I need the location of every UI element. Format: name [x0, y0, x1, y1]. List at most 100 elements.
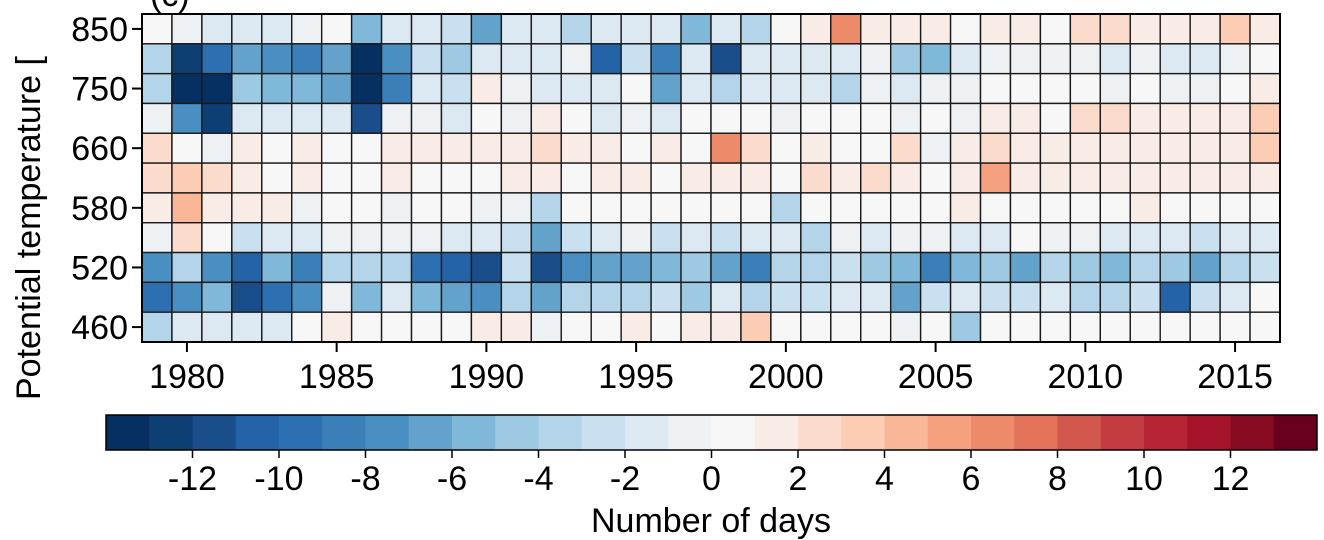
heatmap-cell: [470, 43, 503, 75]
heatmap-cell: [590, 72, 622, 105]
heatmap-cell: [770, 162, 802, 194]
heatmap-cell: [500, 192, 533, 224]
heatmap-cell: [231, 13, 263, 45]
heatmap-cell: [201, 162, 233, 194]
heatmap-cell: [800, 222, 832, 254]
heatmap-cell: [380, 251, 413, 284]
heatmap-cell: [291, 162, 323, 194]
heatmap-cell: [201, 281, 233, 313]
heatmap-cell: [889, 102, 922, 134]
heatmap-cell: [1129, 192, 1161, 224]
heatmap-cell: [560, 162, 592, 194]
heatmap-cell: [949, 222, 982, 254]
heatmap-cell: [620, 192, 652, 224]
heatmap-cell: [1009, 13, 1042, 45]
heatmap-cell: [231, 222, 263, 254]
heatmap-cell: [919, 222, 952, 254]
heatmap-cell: [320, 132, 353, 164]
heatmap-cell: [949, 281, 982, 313]
heatmap-cell: [770, 281, 802, 313]
heatmap-cell: [949, 311, 982, 343]
heatmap-cell: [860, 72, 892, 105]
heatmap-cell: [1039, 192, 1072, 224]
heatmap-cell: [740, 281, 772, 313]
heatmap-cell: [440, 251, 473, 284]
heatmap-cell: [1009, 311, 1042, 343]
heatmap-cell: [440, 132, 473, 164]
heatmap-cell: [1159, 192, 1191, 224]
heatmap-cell: [949, 192, 982, 224]
heatmap-cell: [1189, 132, 1221, 164]
colorbar-tick-label: -10: [254, 460, 303, 498]
heatmap-cell: [291, 72, 323, 105]
heatmap-cell: [470, 72, 503, 105]
heatmap-cell: [231, 72, 263, 105]
heatmap-cell: [1009, 281, 1042, 313]
heatmap-cell: [1189, 43, 1221, 75]
heatmap-cell: [1039, 132, 1072, 164]
colorbar-tick-label: -6: [437, 460, 467, 498]
heatmap-cell: [440, 72, 473, 105]
x-axis-ticks: 1980 1985 1990 1995 2000 2005 2010 2015: [149, 342, 1273, 396]
heatmap-cell: [410, 132, 443, 164]
heatmap-cell: [770, 43, 802, 75]
heatmap-cell: [710, 43, 742, 75]
heatmap-cell: [1219, 192, 1251, 224]
y-axis-ticks: 850 750 660 580 520 460: [71, 11, 142, 347]
heatmap-cell: [1099, 132, 1131, 164]
heatmap-cell: [350, 43, 383, 75]
heatmap-cell: [1249, 311, 1281, 343]
heatmap-cell: [440, 311, 473, 343]
heatmap-cell: [860, 162, 892, 194]
heatmap-cell: [141, 72, 173, 105]
x-tick-label: 1995: [598, 358, 674, 396]
heatmap-cell: [1069, 13, 1102, 45]
heatmap-cell: [141, 251, 173, 284]
heatmap-cell: [410, 162, 443, 194]
heatmap-cell: [380, 311, 413, 343]
heatmap-cell: [350, 72, 383, 105]
heatmap-cell: [860, 281, 892, 313]
heatmap-cell: [500, 13, 533, 45]
heatmap-cell: [201, 43, 233, 75]
heatmap-cell: [171, 222, 203, 254]
heatmap-cell: [1039, 222, 1072, 254]
heatmap-cell: [979, 281, 1012, 313]
heatmap-cell: [800, 13, 832, 45]
x-tick-label: 1980: [149, 358, 225, 396]
colorbar-swatch: [754, 415, 799, 450]
heatmap-cell: [470, 13, 503, 45]
heatmap-cell: [350, 13, 383, 45]
heatmap-cell: [1099, 72, 1131, 105]
y-tick-label: 520: [71, 249, 128, 287]
heatmap-cell: [1099, 13, 1131, 45]
heatmap-cell: [590, 43, 622, 75]
heatmap-cell: [410, 311, 443, 343]
heatmap-cell: [860, 132, 892, 164]
colorbar-tick-label: -2: [610, 460, 640, 498]
heatmap-cell: [470, 251, 503, 284]
heatmap-cell: [1039, 311, 1072, 343]
heatmap-cell: [949, 43, 982, 75]
colorbar-label: Number of days: [591, 502, 831, 540]
heatmap-cell: [1099, 311, 1131, 343]
heatmap-cell: [530, 251, 562, 284]
heatmap-cell: [1249, 251, 1281, 284]
heatmap-cell: [710, 162, 742, 194]
heatmap-cell: [380, 281, 413, 313]
heatmap-cell: [830, 72, 862, 105]
heatmap-cell: [440, 43, 473, 75]
heatmap-cell: [380, 222, 413, 254]
heatmap-cell: [171, 192, 203, 224]
heatmap-cell: [410, 192, 443, 224]
heatmap-cell: [560, 251, 592, 284]
heatmap-cell: [530, 222, 562, 254]
heatmap-cell: [949, 102, 982, 134]
heatmap-cell: [710, 311, 742, 343]
heatmap-cell: [470, 192, 503, 224]
heatmap-cell: [680, 13, 712, 45]
heatmap-cell: [1189, 162, 1221, 194]
heatmap-cell: [919, 72, 952, 105]
heatmap-cell: [320, 162, 353, 194]
heatmap-cell: [770, 132, 802, 164]
